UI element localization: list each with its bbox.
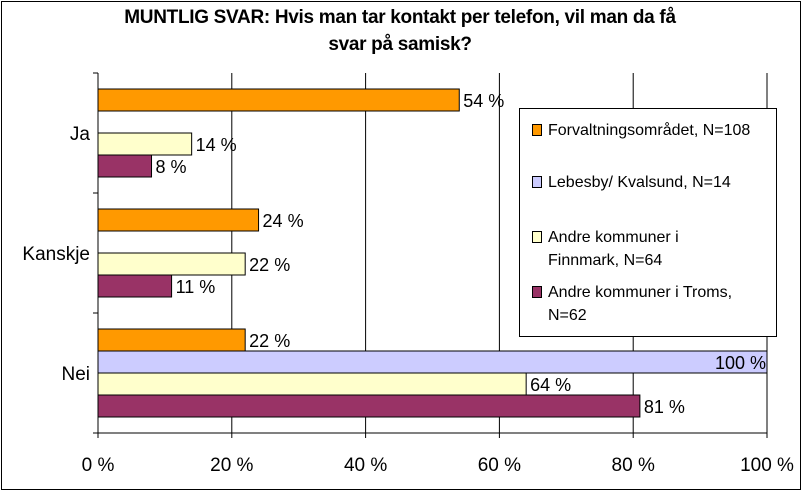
data-label: 100 % xyxy=(715,353,766,373)
legend-label-line: Finnmark, N=64 xyxy=(548,252,663,269)
category-label-nei: Nei xyxy=(61,364,90,385)
legend-item-finnmark: Andre kommuner i Finnmark, N=64 xyxy=(532,226,777,272)
legend-swatch-troms xyxy=(532,286,542,298)
chart-title-line-2: svar på samisk? xyxy=(328,34,472,55)
bar-nei-series-1 xyxy=(97,350,768,374)
legend-label-lebesby: Lebesby/ Kvalsund, N=14 xyxy=(548,171,731,194)
category-label-kanskje: Kanskje xyxy=(22,244,90,265)
bar-ja-series-0 xyxy=(97,88,460,112)
data-label: 22 % xyxy=(249,331,290,351)
data-label: 14 % xyxy=(196,135,237,155)
legend-label-line: Forvaltningsområdet, N=108 xyxy=(548,122,751,139)
bar-kanskje-series-0 xyxy=(97,208,260,232)
bar-nei-series-0 xyxy=(97,328,246,352)
data-label: 81 % xyxy=(644,397,685,417)
legend-swatch-finnmark xyxy=(532,231,542,243)
legend-label-line: Andre kommuner i xyxy=(548,229,679,246)
legend-label-finnmark: Andre kommuner i Finnmark, N=64 xyxy=(548,226,679,272)
x-tick-label: 0 % xyxy=(82,455,115,476)
x-tick-label: 20 % xyxy=(210,455,253,476)
x-tick-label: 40 % xyxy=(344,455,387,476)
legend-label-forvaltning: Forvaltningsområdet, N=108 xyxy=(548,119,750,142)
legend-label-line: Andre kommuner i Troms, xyxy=(548,284,733,301)
legend-label-line: Lebesby/ Kvalsund, N=14 xyxy=(548,174,731,191)
legend-item-lebesby: Lebesby/ Kvalsund, N=14 xyxy=(532,171,777,194)
x-tick-label: 60 % xyxy=(478,455,521,476)
bar-ja-series-2 xyxy=(97,132,193,156)
bar-kanskje-series-3 xyxy=(97,274,173,298)
chart-legend: Forvaltningsområdet, N=108 Lebesby/ Kval… xyxy=(519,108,777,337)
bar-ja-series-3 xyxy=(97,154,153,178)
x-tick-label: 100 % xyxy=(740,455,794,476)
legend-swatch-forvaltning xyxy=(532,124,542,136)
data-label: 22 % xyxy=(249,255,290,275)
legend-item-troms: Andre kommuner i Troms, N=62 xyxy=(532,281,777,327)
bar-nei-series-3 xyxy=(97,394,641,418)
category-label-ja: Ja xyxy=(70,124,91,145)
chart-title-line-1: MUNTLIG SVAR: Hvis man tar kontakt per t… xyxy=(124,7,676,28)
chart-title: MUNTLIG SVAR: Hvis man tar kontakt per t… xyxy=(0,4,800,58)
data-label: 64 % xyxy=(530,375,571,395)
data-label: 24 % xyxy=(263,211,304,231)
bar-kanskje-series-2 xyxy=(97,252,246,276)
legend-label-line: N=62 xyxy=(548,307,587,324)
legend-item-forvaltning: Forvaltningsområdet, N=108 xyxy=(532,119,777,142)
bar-nei-series-2 xyxy=(97,372,527,396)
data-label: 11 % xyxy=(176,277,216,297)
data-label: 8 % xyxy=(156,157,187,177)
legend-swatch-lebesby xyxy=(532,176,542,188)
data-label: 54 % xyxy=(463,91,504,111)
x-tick-label: 80 % xyxy=(612,455,655,476)
legend-label-troms: Andre kommuner i Troms, N=62 xyxy=(548,281,732,327)
